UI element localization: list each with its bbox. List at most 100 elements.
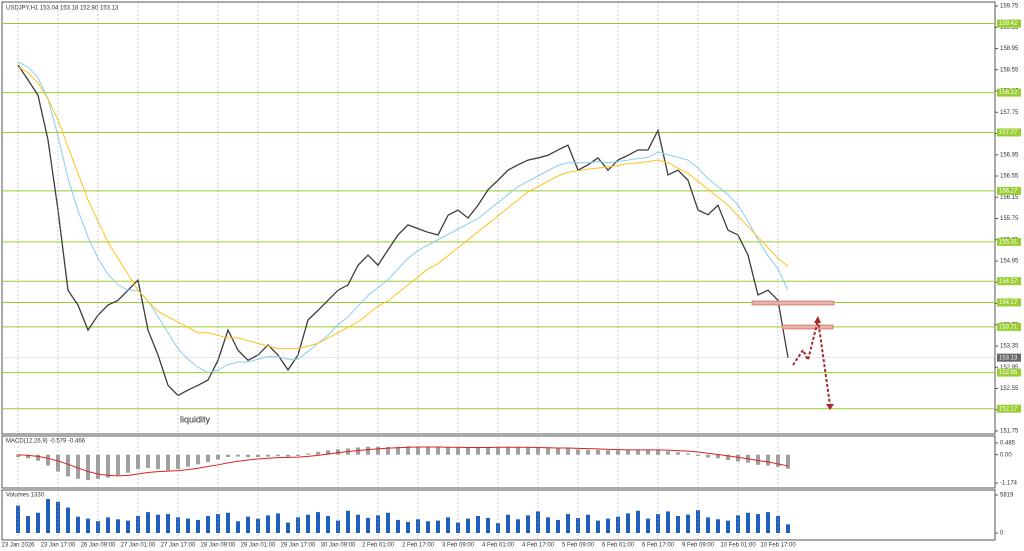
- bar: [426, 521, 430, 533]
- bar: [186, 518, 190, 533]
- bar: [226, 454, 230, 458]
- forecast-drawing: [751, 300, 835, 410]
- bar: [266, 515, 270, 533]
- x-tick-label: 4 Feb 01:00: [482, 543, 515, 549]
- bar: [616, 450, 620, 455]
- bar: [636, 510, 640, 533]
- x-tick-label: 6 Feb 01:00: [602, 543, 635, 549]
- y-tick-label: 0: [1000, 531, 1004, 537]
- bar: [436, 520, 440, 533]
- level-label: 156.27: [999, 188, 1018, 194]
- y-tick-label: 158.95: [1000, 46, 1019, 52]
- bar: [76, 516, 80, 533]
- bar: [706, 517, 710, 533]
- bar: [716, 454, 720, 459]
- y-tick-label: 5819: [1000, 493, 1014, 499]
- bar: [236, 521, 240, 533]
- level-label-box: [997, 128, 1021, 137]
- bar: [596, 449, 600, 455]
- x-tick-label: 26 Jan 09:00: [81, 543, 116, 549]
- bar: [406, 446, 410, 455]
- x-tick-label: 5 Feb 09:00: [562, 543, 595, 549]
- x-tick-label: 28 Jan 09:00: [201, 543, 236, 549]
- bar: [186, 454, 190, 467]
- bar: [346, 510, 350, 533]
- x-tick-label: 29 Jan 01:00: [241, 543, 276, 549]
- bar: [26, 516, 30, 533]
- bar: [126, 454, 130, 473]
- bar: [86, 454, 90, 481]
- bar: [746, 512, 750, 533]
- bar: [556, 519, 560, 533]
- x-tick-label: 30 Jan 09:00: [321, 543, 356, 549]
- y-tick-label: -1.174: [1000, 481, 1018, 487]
- bar: [716, 519, 720, 533]
- y-tick-label: 154.95: [1000, 259, 1019, 265]
- bar: [286, 454, 290, 457]
- bar: [376, 515, 380, 533]
- bar: [146, 454, 150, 468]
- x-tick-label: 2 Feb 17:00: [402, 543, 435, 549]
- bar: [596, 520, 600, 533]
- level-label: 158.12: [999, 90, 1018, 96]
- y-tick-label: 158.55: [1000, 67, 1019, 73]
- bar: [56, 501, 60, 533]
- bar: [396, 519, 400, 533]
- arrow-head: [814, 316, 821, 323]
- bar: [486, 517, 490, 533]
- y-tick-label: 157.75: [1000, 110, 1019, 116]
- y-tick-label: 156.15: [1000, 195, 1019, 201]
- bar: [676, 452, 680, 455]
- bar: [286, 522, 290, 533]
- bar: [666, 511, 670, 533]
- bar: [386, 512, 390, 533]
- x-tick-label: 29 Jan 17:00: [281, 543, 316, 549]
- bar: [696, 510, 700, 533]
- bar: [396, 446, 400, 455]
- x-tick-label: 23 Jan 17:00: [41, 543, 76, 549]
- y-tick-label: 155.75: [1000, 216, 1019, 222]
- bar: [246, 516, 250, 533]
- bar: [566, 514, 570, 533]
- bar: [46, 499, 50, 533]
- bar: [166, 514, 170, 533]
- bar: [326, 516, 330, 533]
- bar: [776, 516, 780, 533]
- bar: [686, 453, 690, 455]
- bar: [226, 512, 230, 533]
- x-tick-label: 6 Feb 17:00: [642, 543, 675, 549]
- level-label: 159.42: [999, 21, 1018, 27]
- bar: [406, 521, 410, 533]
- bar: [316, 512, 320, 533]
- x-tick-label: 4 Feb 17:00: [522, 543, 555, 549]
- bar: [136, 454, 140, 470]
- x-tick-label: 23 Jan 2026: [1, 543, 35, 549]
- bar: [196, 454, 200, 465]
- y-tick-label: 153.35: [1000, 344, 1019, 350]
- level-label: 154.17: [999, 300, 1018, 306]
- bar: [266, 454, 270, 457]
- chart-title: USDJPY,H1 153.04 153.18 152.80 153.13: [6, 6, 119, 12]
- resistance-zone: [751, 300, 835, 306]
- level-label: 157.37: [999, 130, 1018, 136]
- bar: [206, 454, 210, 462]
- bar: [86, 518, 90, 533]
- bar: [216, 454, 220, 460]
- bar: [46, 454, 50, 466]
- y-tick-label: 151.75: [1000, 429, 1019, 435]
- level-label-box: [997, 322, 1021, 331]
- bar: [446, 447, 450, 455]
- arrow-head: [826, 404, 834, 410]
- last-price-box: [997, 353, 1021, 362]
- bar: [196, 519, 200, 533]
- x-tick-label: 27 Jan 01:00: [121, 543, 156, 549]
- bar: [466, 518, 470, 533]
- bar: [296, 517, 300, 533]
- bar: [626, 513, 630, 533]
- series-line: [17, 66, 789, 350]
- bar: [306, 514, 310, 533]
- bar: [546, 517, 550, 533]
- y-tick-label: 152.55: [1000, 386, 1019, 392]
- y-tick-label: 159.75: [1000, 4, 1019, 10]
